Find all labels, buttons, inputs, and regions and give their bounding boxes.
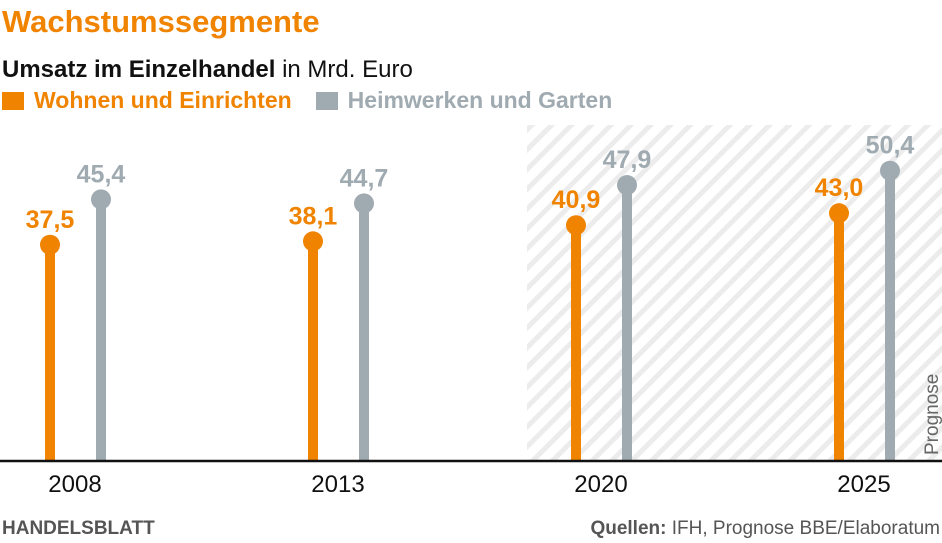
data-label: 45,4 xyxy=(77,160,126,188)
data-label: 40,9 xyxy=(552,186,601,214)
brand-label: HANDELSBLATT xyxy=(2,518,155,539)
data-label: 44,7 xyxy=(340,164,389,192)
x-tick-label: 2020 xyxy=(574,471,627,498)
legend-label: Wohnen und Einrichten xyxy=(34,87,292,113)
subtitle-bold: Umsatz im Einzelhandel xyxy=(2,56,276,83)
x-tick-label: 2008 xyxy=(48,471,101,498)
legend-label: Heimwerken und Garten xyxy=(347,87,613,113)
legend: Wohnen und Einrichten Heimwerken und Gar… xyxy=(2,87,612,114)
lollipop-dot xyxy=(617,175,637,196)
legend-swatch xyxy=(315,91,338,110)
data-label: 38,1 xyxy=(289,202,338,230)
forecast-label: Prognose xyxy=(922,374,942,455)
lollipop-dot xyxy=(829,203,849,224)
legend-item-wohnen: Wohnen und Einrichten xyxy=(2,87,292,114)
lollipop-dot xyxy=(40,234,60,255)
forecast-region xyxy=(527,125,942,461)
x-tick-label: 2013 xyxy=(311,471,364,498)
lollipop-dot xyxy=(566,215,586,236)
legend-swatch xyxy=(2,91,24,110)
lollipop-dot xyxy=(91,189,111,210)
lollipop-dot xyxy=(880,160,900,181)
subtitle-unit: in Mrd. Euro xyxy=(282,56,413,83)
chart-title: Wachstumssegmente xyxy=(2,4,320,39)
data-label: 50,4 xyxy=(866,132,915,160)
chart-subtitle: Umsatz im Einzelhandel in Mrd. Euro xyxy=(2,56,413,84)
data-label: 47,9 xyxy=(603,146,652,174)
legend-item-heimwerken: Heimwerken und Garten xyxy=(315,87,613,114)
data-label: 37,5 xyxy=(26,206,75,234)
source-text: IFH, Prognose BBE/Elaboratum xyxy=(671,518,940,539)
source-note: Quellen: IFH, Prognose BBE/Elaboratum xyxy=(590,518,940,540)
lollipop-dot xyxy=(303,231,323,252)
source-label: Quellen: xyxy=(590,518,667,539)
lollipop-dot xyxy=(354,193,374,214)
data-label: 43,0 xyxy=(815,174,864,202)
x-tick-label: 2025 xyxy=(837,471,890,498)
